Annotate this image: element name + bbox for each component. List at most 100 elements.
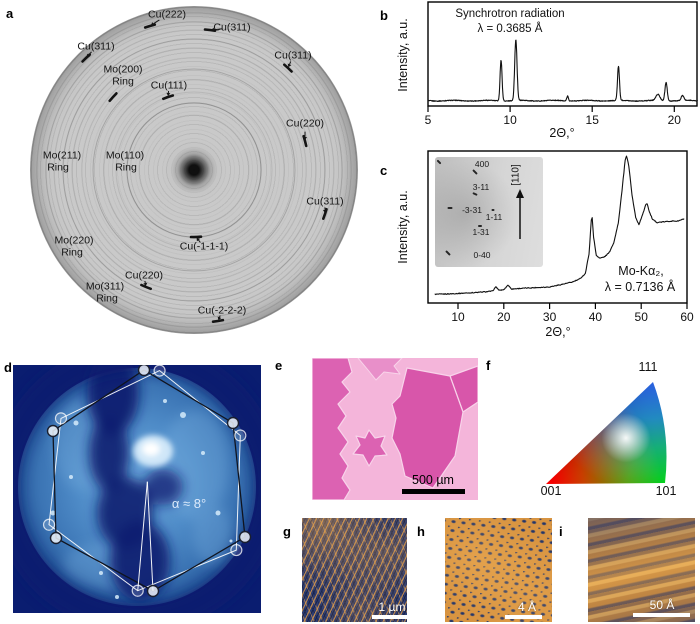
diffraction-spot <box>302 134 308 148</box>
chart-c-annotation-line1: Mo-Kα₂, <box>618 264 663 278</box>
rotated-hexagon-vertex-marker <box>42 518 56 531</box>
panel-h-atomic-lattice-image: 4 Å <box>445 518 552 622</box>
panel-i-moire-image: 50 Å <box>588 518 695 622</box>
svg-text:5: 5 <box>425 113 432 127</box>
inset-direction-arrow <box>516 189 524 239</box>
leed-image: α ≈ 8° <box>13 363 261 613</box>
diffraction-label: Mo(220) <box>54 234 94 247</box>
diffraction-spot <box>283 63 293 73</box>
panel-f-ipf-color-key: 111 001 101 <box>538 358 678 498</box>
diffraction-label: Cu(311) <box>274 49 312 62</box>
panel-letter-h: h <box>417 524 425 539</box>
hexagon-vertex-marker <box>238 530 252 544</box>
panel-a-xrd-pattern: Cu(222) Cu(311) Cu(311) Cu(311) Mo(200) Ring C… <box>0 0 375 345</box>
chart-b-xlabel: 2Θ,° <box>549 126 574 140</box>
svg-text:10: 10 <box>451 310 465 324</box>
label-arrow <box>219 315 221 318</box>
svg-text:20: 20 <box>497 310 511 324</box>
diffraction-spot <box>108 92 118 103</box>
label-arrow <box>198 239 201 243</box>
label-arrow <box>289 61 292 65</box>
diffraction-label: Cu(311) <box>213 21 251 34</box>
chart-c-ylabel: Intensity, a.u. <box>396 190 410 263</box>
chart-b-ylabel: Intensity, a.u. <box>396 18 410 91</box>
diffraction-label: Cu(-2-2-2) <box>197 304 247 317</box>
diffraction-label: Ring <box>61 246 83 259</box>
label-arrow <box>88 51 92 56</box>
alpha-angle-ray <box>137 481 148 591</box>
panel-e-optical-micrograph: 500 µm <box>311 357 479 501</box>
chart-c-curve <box>434 155 685 296</box>
scale-bar-e-label: 500 µm <box>412 473 454 487</box>
leed-speckles <box>50 399 233 599</box>
inset-direction-label: [110] <box>510 164 522 186</box>
scale-bar-e <box>402 489 465 494</box>
panel-letter-f: f <box>486 358 491 373</box>
color-triangle <box>538 358 678 498</box>
diffraction-label: Mo(211) <box>42 149 82 162</box>
panel-letter-g: g <box>283 524 291 539</box>
chart-b-title: Synchrotron radiation <box>455 8 564 20</box>
inset-diffraction-spot <box>447 207 453 209</box>
panel-letter-e: e <box>275 358 283 373</box>
rotated-hexagon-vertex-marker <box>234 429 247 442</box>
diffraction-spot <box>322 207 328 220</box>
diffraction-overlay <box>30 6 358 334</box>
electron-diffraction-inset: [110] 400 3-11 -3-31 1-11 1-31 0-40 <box>435 157 543 267</box>
svg-text:10: 10 <box>503 113 517 127</box>
rotated-hexagon-vertex-marker <box>153 364 166 377</box>
inset-spot-label: 400 <box>474 159 490 169</box>
diffraction-label: Cu(220) <box>286 117 324 130</box>
diffraction-label: Ring <box>47 161 69 174</box>
svg-text:20: 20 <box>668 113 682 127</box>
chart-c-frame <box>427 150 688 304</box>
inset-spot-label: 0-40 <box>473 250 491 260</box>
chart-b-curve <box>427 39 698 102</box>
lattice-pattern-wrap <box>445 518 552 622</box>
chart-c-annotation-line2: λ = 0.7136 Å <box>605 279 676 294</box>
panel-d-leed-pattern: α ≈ 8° <box>13 363 261 613</box>
panel-letter-a: a <box>6 6 14 21</box>
hexagon-vertex-marker <box>46 424 60 438</box>
scale-bar-g <box>372 615 407 619</box>
diffraction-label: Cu(311) <box>306 195 344 208</box>
chart-c-ticks: 10 20 30 40 50 60 <box>451 303 694 324</box>
chart-b-frame <box>427 1 698 107</box>
label-arrow <box>153 19 160 25</box>
stm-stripe-pattern <box>302 518 407 622</box>
white-center-gradient <box>538 358 678 498</box>
svg-text:30: 30 <box>543 310 557 324</box>
scale-bar-i <box>633 613 690 617</box>
micrograph-domains <box>311 357 479 501</box>
diffraction-spot <box>211 318 225 323</box>
hexagon-vertex-marker <box>137 363 151 377</box>
panel-letter-i: i <box>559 524 563 539</box>
chart-b-subtitle: λ = 0.3685 Å <box>478 22 543 35</box>
diffraction-label: Cu(111) <box>150 79 188 92</box>
scale-bar-g-label: 1 µm <box>378 600 406 614</box>
moire-streak-pattern <box>588 518 695 622</box>
diffraction-label: Cu(-1-1-1) <box>179 240 229 253</box>
scale-bar-h-label: 4 Å <box>517 600 537 614</box>
label-arrow <box>213 28 223 31</box>
diffraction-spot <box>203 28 217 32</box>
inset-diffraction-spot <box>478 225 482 227</box>
panel-g-stm-image: 1 µm <box>302 518 407 622</box>
rotated-hexagon-vertex-marker <box>230 543 243 557</box>
chart-c: 10 20 30 40 50 60 Mo-Kα₂, λ = 0.7136 Å Intens… <box>396 150 694 339</box>
chart-b: 5 10 15 20 Synchrotron radiation λ = 0.3685… <box>396 1 698 140</box>
corner-label-101: 101 <box>655 484 677 498</box>
panel-letter-b: b <box>380 8 388 23</box>
diffraction-label: Mo(311) <box>85 280 125 293</box>
alpha-angle-ray <box>146 481 154 592</box>
rotated-hexagon-vertex-marker <box>54 412 68 425</box>
lattice-glow <box>445 518 552 622</box>
inset-diffraction-spot <box>491 209 495 211</box>
diffraction-label: Cu(222) <box>148 8 186 21</box>
hexagon-vertex-marker <box>146 584 160 598</box>
svg-text:50: 50 <box>635 310 649 324</box>
diffraction-label: Ring <box>112 75 134 88</box>
corner-label-001: 001 <box>540 484 562 498</box>
diffraction-label: Cu(311) <box>77 40 115 53</box>
diffraction-label: Mo(200) <box>103 63 143 76</box>
